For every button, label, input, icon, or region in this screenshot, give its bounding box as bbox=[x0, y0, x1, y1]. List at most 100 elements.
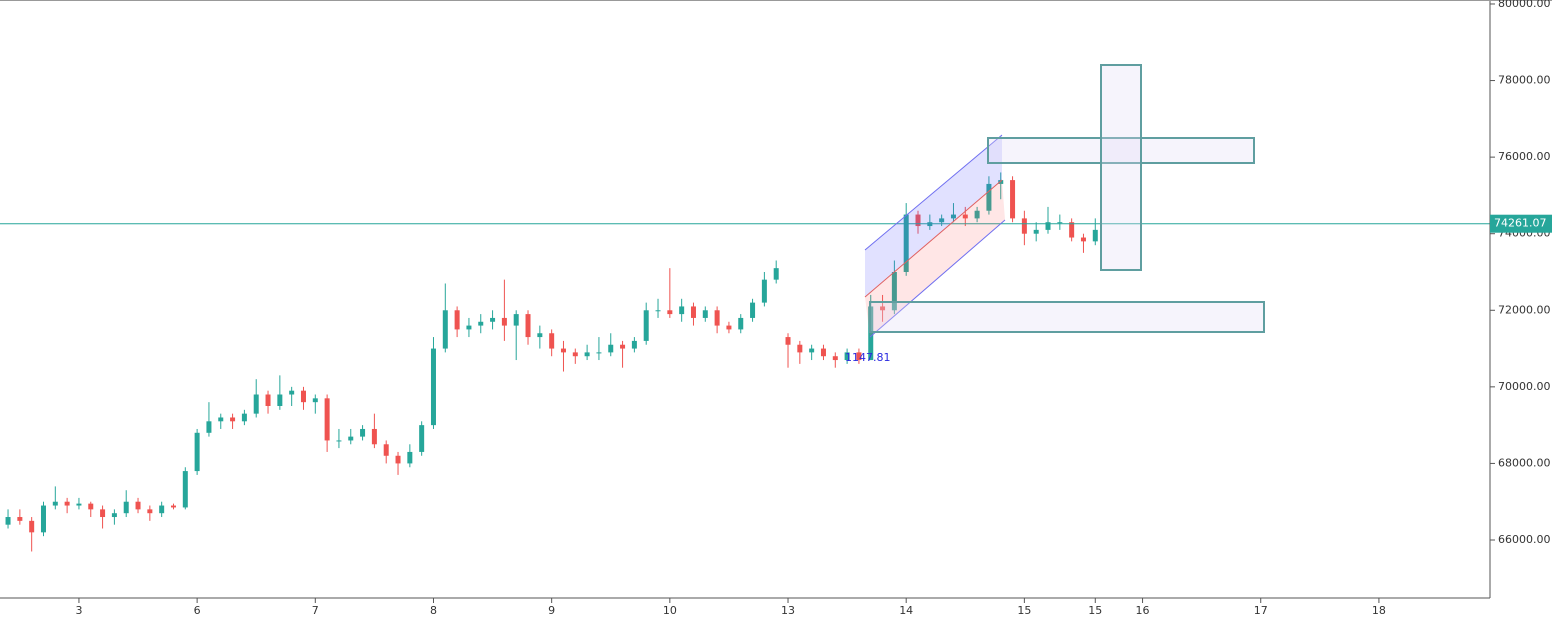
candle-body bbox=[312, 398, 318, 403]
candle-body bbox=[88, 503, 94, 510]
candle-body bbox=[76, 503, 82, 506]
candle-body bbox=[655, 310, 661, 312]
y-tick-label: 68000.00 bbox=[1498, 456, 1551, 469]
candle-body bbox=[371, 428, 377, 445]
candle-body bbox=[1057, 222, 1063, 224]
candle-body bbox=[1069, 222, 1075, 238]
candle-body bbox=[206, 421, 212, 433]
candle-body bbox=[679, 306, 685, 315]
candle-body bbox=[974, 210, 980, 219]
candle-body bbox=[147, 509, 153, 514]
y-tick-label: 76000.00 bbox=[1498, 150, 1551, 163]
candle-body bbox=[348, 436, 354, 441]
candle-body bbox=[490, 317, 496, 322]
candle-body bbox=[880, 306, 886, 311]
candle-body bbox=[123, 501, 129, 514]
y-tick-label: 70000.00 bbox=[1498, 380, 1551, 393]
y-tick-label: 80000.00 bbox=[1498, 0, 1551, 10]
candle-body bbox=[962, 214, 968, 219]
x-tick-label: 17 bbox=[1254, 604, 1268, 617]
candle-body bbox=[1033, 229, 1039, 234]
channel-middle bbox=[864, 179, 1003, 298]
candle-body bbox=[915, 214, 921, 227]
candle-body bbox=[289, 390, 295, 395]
candle-body bbox=[1092, 229, 1098, 242]
candle-body bbox=[950, 214, 956, 219]
candle-body bbox=[761, 279, 767, 303]
candle-body bbox=[667, 310, 673, 315]
x-tick-label: 10 bbox=[663, 604, 677, 617]
plot-area bbox=[0, 172, 1490, 552]
drawings: 1147.81 bbox=[845, 64, 1265, 364]
candle-body bbox=[525, 314, 531, 338]
x-tick-label: 7 bbox=[312, 604, 319, 617]
candle-body bbox=[549, 333, 555, 349]
candle-body bbox=[159, 505, 165, 514]
candle-body bbox=[750, 302, 756, 318]
candle-body bbox=[844, 352, 850, 361]
candle-body bbox=[241, 413, 247, 422]
x-tick-label: 8 bbox=[430, 604, 437, 617]
candle-body bbox=[868, 306, 874, 361]
y-tick-label: 72000.00 bbox=[1498, 303, 1551, 316]
candle-body bbox=[64, 501, 70, 506]
x-tick-label: 18 bbox=[1372, 604, 1386, 617]
candle-body bbox=[986, 183, 992, 211]
candle-body bbox=[620, 344, 626, 349]
candle-body bbox=[797, 344, 803, 353]
candle-body bbox=[785, 337, 791, 345]
x-tick-label: 13 bbox=[781, 604, 795, 617]
channel-upper bbox=[865, 135, 1002, 297]
candle-body bbox=[773, 268, 779, 280]
candle-body bbox=[714, 310, 720, 326]
candle-body bbox=[395, 455, 401, 464]
candle-body bbox=[466, 325, 472, 330]
candle-body bbox=[809, 348, 815, 353]
x-tick-label: 15 bbox=[1017, 604, 1031, 617]
candle-body bbox=[820, 348, 826, 357]
candle-body bbox=[442, 310, 448, 349]
channel-bottom bbox=[869, 219, 1006, 338]
candle-body bbox=[111, 513, 117, 518]
candle-body bbox=[336, 440, 342, 442]
candle-body bbox=[608, 344, 614, 353]
channel-top bbox=[864, 134, 1003, 251]
candle-body bbox=[939, 218, 945, 223]
candle-body bbox=[170, 505, 176, 508]
candle-body bbox=[726, 325, 732, 330]
candle-body bbox=[277, 394, 283, 406]
candle-body bbox=[230, 417, 236, 422]
candle-body bbox=[478, 321, 484, 326]
candle-body bbox=[383, 444, 389, 456]
candle-body bbox=[537, 333, 543, 338]
candle-body bbox=[265, 394, 271, 406]
candle-body bbox=[1080, 237, 1086, 242]
y-tick-label: 66000.00 bbox=[1498, 533, 1551, 546]
candle-body bbox=[903, 214, 909, 272]
candle-body bbox=[17, 517, 23, 521]
x-tick-label: 6 bbox=[194, 604, 201, 617]
candle-body bbox=[596, 352, 602, 354]
candle-body bbox=[998, 180, 1004, 184]
candle-body bbox=[253, 394, 259, 414]
zone-box bbox=[987, 137, 1255, 164]
candle-body bbox=[324, 398, 330, 441]
candle-body bbox=[832, 356, 838, 361]
candle-body bbox=[5, 517, 11, 525]
candle-body bbox=[1010, 180, 1016, 219]
candle-body bbox=[182, 471, 188, 508]
candle-body bbox=[690, 306, 696, 318]
x-tick-label: 16 bbox=[1136, 604, 1150, 617]
candle-body bbox=[300, 390, 306, 403]
candle-body bbox=[702, 310, 708, 318]
price-label-box bbox=[1490, 214, 1552, 233]
x-tick-label: 3 bbox=[75, 604, 82, 617]
zone-box bbox=[1100, 64, 1142, 271]
candle-body bbox=[419, 425, 425, 452]
candle-body bbox=[135, 501, 141, 510]
candle-body bbox=[738, 317, 744, 330]
